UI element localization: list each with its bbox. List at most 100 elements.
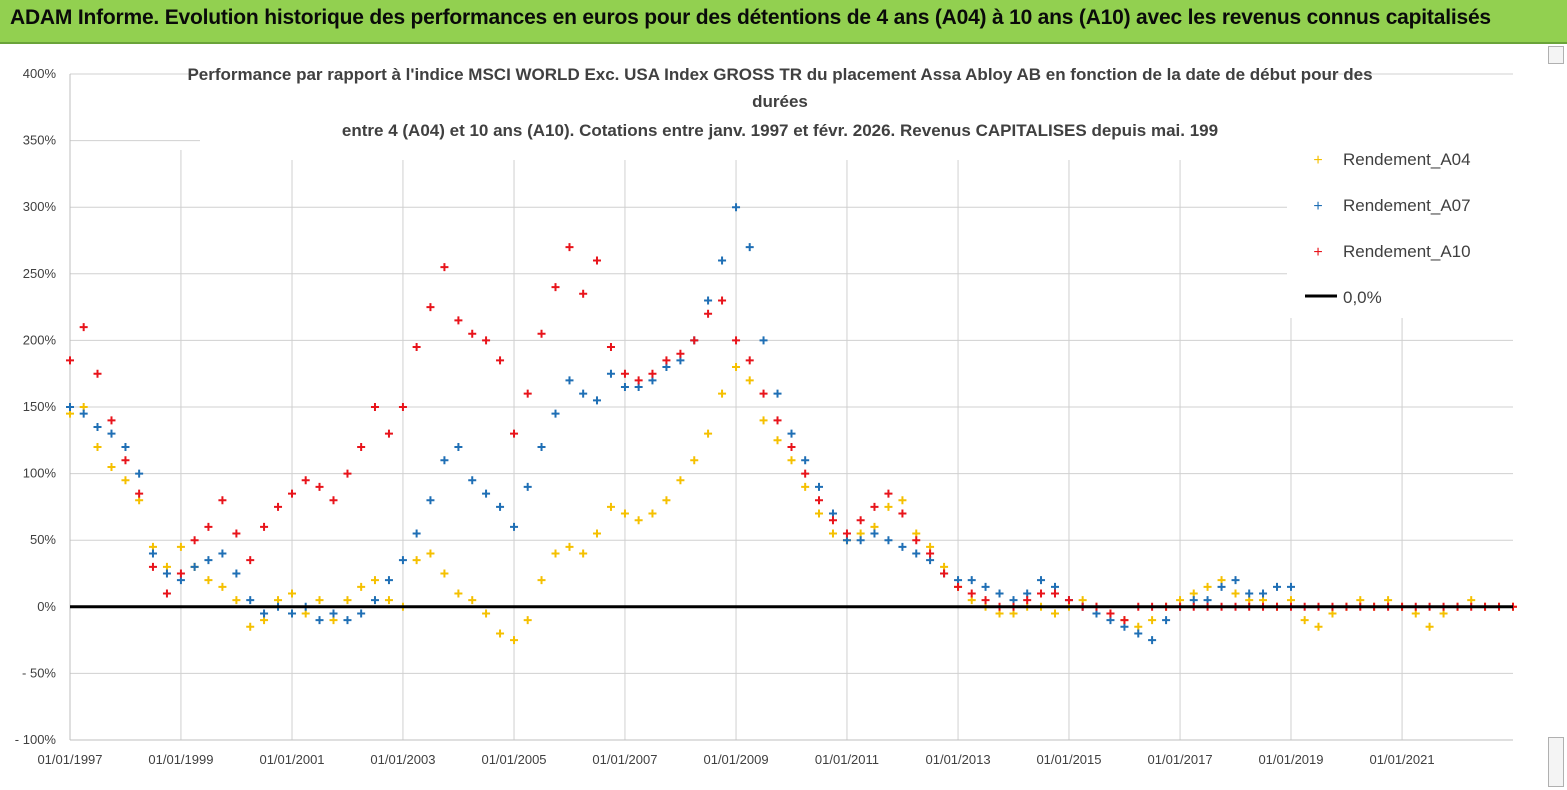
- report-title: ADAM Informe. Evolution historique des p…: [10, 6, 1491, 29]
- data-point: [315, 616, 324, 625]
- data-point: [398, 403, 407, 411]
- legend-label-zero: 0,0%: [1343, 288, 1382, 307]
- legend-background: [1287, 136, 1522, 318]
- data-point: [842, 529, 851, 538]
- performance-chart: - 100% - 50% 0% 50% 100% 150% 200% 250% 300% 350%…: [0, 44, 1545, 790]
- data-point: [1037, 576, 1046, 585]
- data-point: [496, 502, 505, 511]
- y-tick-label: 350%: [23, 133, 57, 148]
- data-point: [565, 542, 574, 551]
- data-point: [704, 296, 713, 305]
- data-point: [510, 429, 519, 438]
- data-point: [246, 596, 255, 605]
- data-point: [995, 589, 1004, 598]
- data-point: [745, 243, 754, 252]
- data-point: [329, 496, 338, 505]
- data-point: [218, 582, 227, 591]
- data-point: [496, 356, 505, 365]
- x-tick-label: 01/01/1997: [37, 752, 102, 767]
- data-point: [482, 609, 491, 618]
- x-tick-label: 01/01/2011: [815, 752, 879, 767]
- data-point: [218, 549, 227, 558]
- legend-label-a10: Rendement_A10: [1343, 242, 1471, 261]
- data-point: [148, 549, 157, 558]
- legend-marker-a04-icon: +: [1313, 152, 1322, 169]
- data-point: [93, 442, 102, 451]
- chart-title-line-2: durées: [752, 92, 808, 111]
- data-point: [620, 509, 629, 518]
- data-point: [232, 569, 241, 578]
- x-tick-label: 01/01/1999: [148, 752, 213, 767]
- data-point: [440, 456, 449, 465]
- data-point: [232, 529, 241, 538]
- data-point: [926, 549, 935, 558]
- data-point: [1148, 636, 1157, 645]
- data-point: [662, 356, 671, 365]
- data-point: [662, 496, 671, 505]
- data-point: [412, 343, 421, 352]
- data-point: [454, 589, 463, 598]
- data-point: [93, 369, 102, 378]
- data-point: [773, 436, 782, 445]
- x-tick-label: 01/01/2017: [1148, 752, 1213, 767]
- data-point: [551, 549, 560, 558]
- data-point: [912, 549, 921, 558]
- data-point: [912, 536, 921, 545]
- x-tick-label: 01/01/2015: [1036, 752, 1101, 767]
- data-point: [537, 442, 546, 451]
- y-tick-label: 0%: [37, 599, 56, 614]
- data-point: [551, 283, 560, 292]
- data-point: [1231, 576, 1240, 585]
- data-point: [828, 529, 837, 538]
- scrollbar-thumb-bottom[interactable]: [1548, 737, 1564, 787]
- data-point: [454, 316, 463, 325]
- data-point: [1148, 616, 1157, 625]
- data-point: [1162, 616, 1171, 625]
- data-point: [801, 456, 810, 465]
- data-point: [620, 383, 629, 392]
- data-point: [592, 256, 601, 265]
- scrollbar-thumb-top[interactable]: [1548, 46, 1564, 64]
- legend-marker-a10-icon: +: [1313, 244, 1322, 261]
- data-point: [1134, 629, 1143, 638]
- data-point: [148, 562, 157, 571]
- x-axis-ticks: 01/01/1997 01/01/1999 01/01/2001 01/01/2003…: [37, 752, 1434, 767]
- data-point: [246, 622, 255, 631]
- data-point: [606, 369, 615, 378]
- data-point: [1231, 589, 1240, 598]
- data-point: [288, 489, 297, 498]
- data-point: [967, 589, 976, 598]
- data-point: [676, 349, 685, 358]
- data-point: [384, 576, 393, 585]
- data-point: [606, 502, 615, 511]
- data-point: [940, 569, 949, 578]
- data-point: [384, 596, 393, 605]
- legend-label-a04: Rendement_A04: [1343, 150, 1471, 169]
- data-point: [66, 403, 74, 411]
- data-point: [967, 576, 976, 585]
- data-point: [246, 556, 255, 565]
- data-point: [954, 582, 963, 591]
- data-point: [898, 509, 907, 518]
- y-tick-label: 400%: [23, 66, 57, 81]
- x-tick-label: 01/01/2003: [370, 752, 435, 767]
- data-point: [482, 336, 491, 345]
- data-point: [176, 569, 185, 578]
- data-point: [357, 442, 366, 451]
- data-point: [579, 549, 588, 558]
- data-point: [884, 536, 893, 545]
- data-point: [468, 329, 477, 338]
- data-point: [482, 489, 491, 498]
- data-point: [981, 582, 990, 591]
- data-point: [329, 609, 338, 618]
- data-point: [634, 516, 643, 525]
- y-tick-label: - 50%: [22, 665, 56, 680]
- data-point: [801, 469, 810, 478]
- data-point: [690, 336, 699, 345]
- x-tick-label: 01/01/2021: [1370, 752, 1435, 767]
- data-point: [1259, 589, 1268, 598]
- legend-marker-a07-icon: +: [1313, 198, 1322, 215]
- data-point: [759, 416, 768, 425]
- data-point: [523, 616, 532, 625]
